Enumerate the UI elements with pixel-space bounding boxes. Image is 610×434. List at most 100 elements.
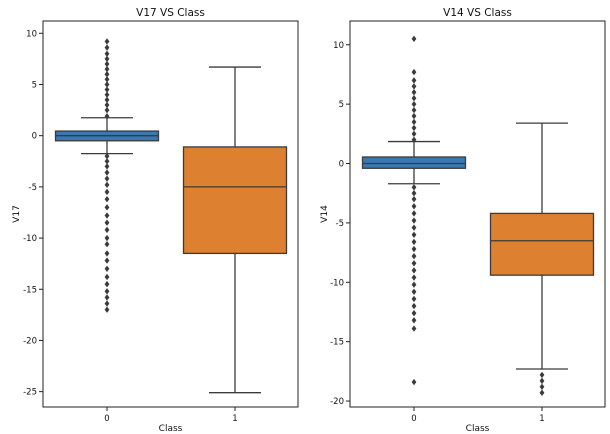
outlier-point	[411, 130, 417, 138]
outlier-point	[539, 371, 545, 379]
outlier-point	[104, 288, 110, 295]
outlier-point	[104, 294, 110, 301]
y-axis-label: V17	[12, 205, 22, 223]
outlier-point	[411, 89, 417, 96]
outlier-point	[411, 309, 417, 317]
y-tick-label: -20	[23, 336, 37, 346]
chart-title: V14 VS Class	[443, 7, 512, 19]
outlier-point	[104, 219, 110, 226]
outlier-point	[104, 163, 110, 170]
outlier-point	[411, 238, 417, 246]
outlier-point	[539, 383, 545, 391]
outlier-point	[104, 300, 110, 307]
x-tick-label: 1	[539, 414, 544, 424]
outlier-point	[411, 68, 417, 76]
outlier-point	[104, 257, 110, 264]
outlier-point	[104, 273, 110, 281]
outlier-point	[411, 274, 417, 281]
outlier-point	[411, 195, 417, 203]
plot-frame	[349, 20, 606, 408]
outlier-point	[104, 181, 110, 189]
x-tick-label: 0	[104, 414, 109, 424]
y-tick-label: -15	[330, 338, 344, 348]
outlier-point	[411, 288, 417, 295]
outlier-point	[104, 65, 110, 73]
x-axis-label: Class	[466, 424, 490, 434]
outlier-point	[411, 224, 417, 231]
outlier-point	[411, 210, 417, 217]
outlier-point	[411, 295, 417, 303]
outlier-point	[104, 113, 110, 120]
outlier-point	[539, 389, 545, 396]
outlier-point	[539, 377, 545, 385]
outlier-point	[411, 118, 417, 126]
outlier-point	[104, 106, 110, 114]
y-tick-label: 10	[26, 29, 37, 39]
chart-title: V17 VS Class	[136, 7, 205, 19]
outlier-point	[104, 226, 110, 234]
outlier-point	[411, 112, 417, 120]
outlier-point	[104, 280, 110, 288]
outlier-point	[411, 100, 417, 108]
outlier-point	[411, 317, 417, 324]
y-tick-label: -5	[29, 183, 37, 193]
outlier-point	[104, 241, 110, 248]
outlier-point	[104, 204, 110, 211]
outlier-point	[411, 77, 417, 84]
outlier-point	[411, 124, 417, 132]
outlier-point	[411, 325, 417, 332]
outlier-point	[411, 231, 417, 238]
box-1	[182, 146, 288, 255]
outlier-point	[411, 136, 417, 143]
outlier-point	[411, 252, 417, 260]
outlier-point	[411, 184, 417, 191]
outlier-point	[411, 302, 417, 310]
outlier-point	[411, 106, 417, 114]
outlier-point	[104, 96, 110, 104]
outlier-point	[104, 234, 110, 242]
outlier-point	[411, 245, 417, 253]
outlier-point	[104, 86, 110, 93]
outlier-point	[104, 81, 110, 88]
y-tick-label: 5	[339, 100, 344, 110]
x-tick-label: 1	[232, 414, 237, 424]
x-tick-label: 0	[411, 414, 416, 424]
outlier-point	[411, 190, 417, 197]
outlier-point	[104, 188, 110, 196]
outlier-point	[104, 60, 110, 68]
y-tick-label: -15	[23, 285, 37, 295]
outlier-point	[411, 217, 417, 224]
y-tick-label: -10	[330, 278, 344, 288]
outlier-point	[104, 50, 110, 57]
outlier-point	[411, 378, 417, 386]
x-axis-label: Class	[159, 424, 183, 434]
outlier-point	[104, 76, 110, 83]
y-axis-label: V14	[320, 205, 330, 223]
outlier-point	[411, 95, 417, 102]
outlier-point	[411, 203, 417, 210]
outlier-point	[411, 35, 417, 43]
outlier-point	[104, 71, 110, 78]
y-tick-label: -5	[336, 219, 344, 229]
outlier-point	[411, 267, 417, 274]
outlier-point	[104, 306, 110, 313]
plot-frame	[42, 20, 299, 408]
outlier-point	[104, 101, 110, 109]
outlier-point	[411, 281, 417, 288]
outlier-point	[104, 38, 110, 45]
y-tick-label: 5	[32, 80, 37, 90]
y-tick-label: 0	[339, 160, 344, 170]
y-tick-label: -25	[23, 388, 37, 398]
box-1	[489, 212, 595, 276]
y-tick-label: -10	[23, 234, 37, 244]
outlier-point	[104, 212, 110, 219]
outlier-point	[411, 83, 417, 90]
outlier-point	[104, 175, 110, 182]
outlier-point	[411, 260, 417, 267]
panel-v17: V17 VS Class 10 5 0 -5 -10 -15 -20 -25 0 1 Class V17	[12, 7, 299, 434]
outlier-point	[104, 55, 110, 63]
outlier-point	[104, 91, 110, 98]
outlier-point	[104, 195, 110, 203]
y-tick-label: -20	[330, 397, 344, 407]
outlier-point	[104, 152, 110, 160]
